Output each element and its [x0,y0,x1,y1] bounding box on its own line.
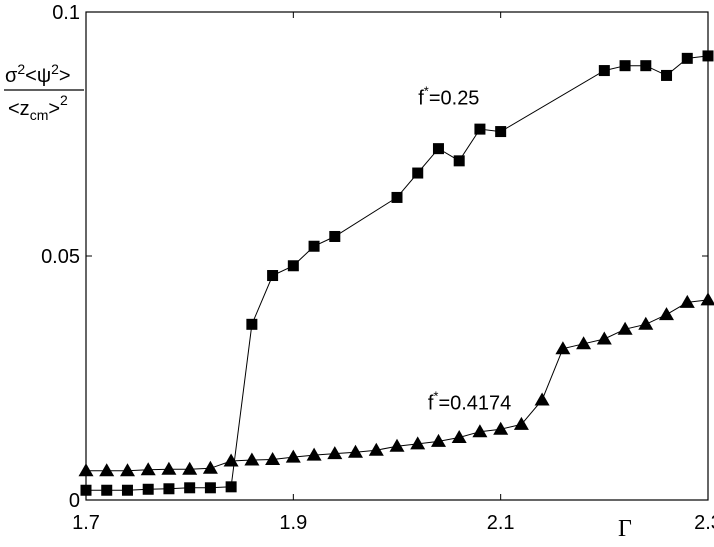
y-tick-label: 0 [69,490,80,512]
square-marker [619,60,631,72]
y-label-denominator: <zcm>2 [8,92,68,123]
triangle-marker [182,461,198,475]
square-marker [142,483,154,495]
x-tick-label: 2.1 [487,512,515,534]
square-marker [681,52,693,64]
series-line [86,55,709,491]
square-marker [163,483,175,495]
triangle-marker [140,462,156,476]
x-tick-label: 1.9 [279,512,307,534]
series-annotation: f*=0.25 [418,84,479,110]
triangle-marker [99,463,115,477]
triangle-marker [659,307,674,321]
triangle-marker [534,392,550,406]
triangle-marker [431,433,446,447]
annotations: f*=0.25 f*=0.4174 [418,84,511,415]
triangle-marker [410,436,426,450]
series-triangle [78,292,714,477]
square-marker [225,481,237,493]
y-tick-label: 0.05 [41,246,80,268]
triangle-marker [389,438,405,452]
square-marker [661,69,673,81]
square-marker [412,167,424,179]
square-marker [329,230,341,242]
triangle-marker [368,442,384,456]
x-tick-label: 2.3 [694,512,714,534]
triangle-marker [451,430,467,443]
triangle-marker [555,341,571,355]
y-tick-label: 0.1 [52,2,80,24]
square-marker [287,260,299,272]
series-annotation: f*=0.4174 [428,389,511,415]
square-marker [640,60,652,72]
square-marker [474,123,486,135]
square-marker [453,155,465,167]
triangle-marker [161,461,177,475]
triangle-marker [638,316,654,330]
x-tick-label: 1.7 [72,512,100,534]
triangle-marker [120,463,135,477]
square-marker [391,191,403,203]
square-marker [598,65,610,77]
triangle-marker [493,421,509,435]
series-layer [78,50,714,496]
y-label-numerator: σ2<ψ2> [5,61,71,87]
square-marker [80,484,92,496]
triangle-marker [306,447,322,461]
triangle-marker [596,331,612,345]
square-marker [101,484,113,496]
series-square [80,50,714,496]
square-marker [184,482,196,494]
y-axis-label: σ2<ψ2> <zcm>2 [4,61,84,123]
square-marker [267,270,279,282]
x-axis-label: Γ [618,516,632,542]
triangle-marker [617,321,633,335]
plot-frame [85,11,709,501]
square-marker [495,126,507,138]
triangle-marker [327,446,343,460]
ticks: 1.7 1.9 2.1 2.3 0 0.05 0.1 [41,2,714,534]
triangle-marker [223,453,239,467]
triangle-marker [472,424,488,438]
triangle-marker [513,416,529,430]
triangle-marker [679,294,695,308]
square-marker [702,50,714,62]
triangle-marker [576,336,592,350]
triangle-marker [78,463,94,477]
square-marker [308,240,320,252]
triangle-marker [202,460,218,474]
square-marker [121,484,133,496]
triangle-marker [700,292,714,306]
triangle-marker [285,449,301,463]
square-marker [246,318,258,330]
square-marker [432,143,444,155]
square-marker [204,482,216,494]
triangle-marker [348,444,363,458]
triangle-marker [265,452,281,465]
triangle-marker [244,452,260,466]
